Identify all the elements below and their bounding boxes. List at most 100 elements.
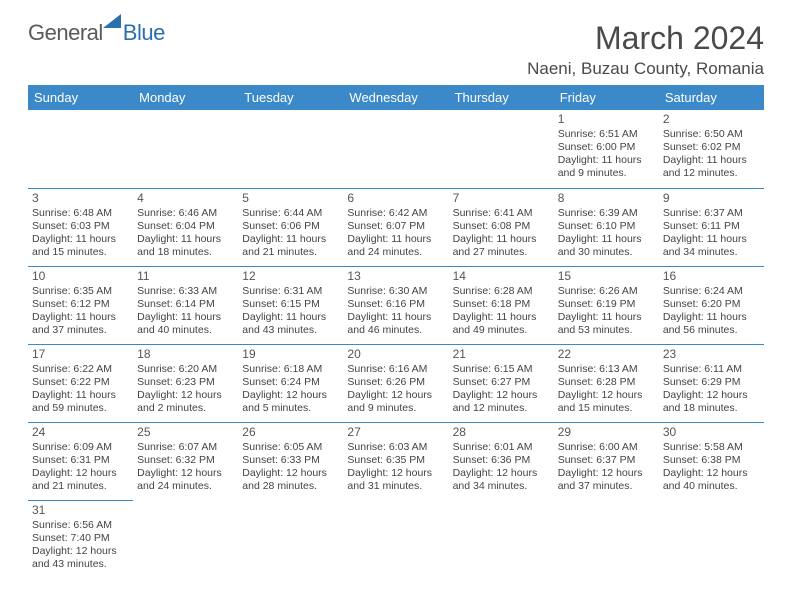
calendar-cell: 28Sunrise: 6:01 AMSunset: 6:36 PMDayligh… — [449, 422, 554, 500]
daylight-text: Daylight: 11 hours and 46 minutes. — [347, 311, 444, 337]
sunrise-text: Sunrise: 6:00 AM — [558, 441, 655, 454]
sunset-text: Sunset: 6:03 PM — [32, 220, 129, 233]
sunset-text: Sunset: 6:32 PM — [137, 454, 234, 467]
day-number: 17 — [32, 347, 129, 362]
calendar-cell: 15Sunrise: 6:26 AMSunset: 6:19 PMDayligh… — [554, 266, 659, 344]
daylight-text: Daylight: 11 hours and 43 minutes. — [242, 311, 339, 337]
daylight-text: Daylight: 12 hours and 2 minutes. — [137, 389, 234, 415]
calendar-cell: 5Sunrise: 6:44 AMSunset: 6:06 PMDaylight… — [238, 188, 343, 266]
calendar-cell: 1Sunrise: 6:51 AMSunset: 6:00 PMDaylight… — [554, 110, 659, 188]
logo: General Blue — [28, 20, 165, 46]
calendar-week-row: 3Sunrise: 6:48 AMSunset: 6:03 PMDaylight… — [28, 188, 764, 266]
sunset-text: Sunset: 6:23 PM — [137, 376, 234, 389]
calendar-body: 1Sunrise: 6:51 AMSunset: 6:00 PMDaylight… — [28, 110, 764, 578]
day-number: 12 — [242, 269, 339, 284]
day-header: Saturday — [659, 85, 764, 110]
calendar-cell — [28, 110, 133, 188]
day-header: Tuesday — [238, 85, 343, 110]
sunset-text: Sunset: 6:33 PM — [242, 454, 339, 467]
sunrise-text: Sunrise: 6:26 AM — [558, 285, 655, 298]
day-number: 21 — [453, 347, 550, 362]
daylight-text: Daylight: 11 hours and 9 minutes. — [558, 154, 655, 180]
day-number: 31 — [32, 503, 129, 518]
day-number: 22 — [558, 347, 655, 362]
calendar-cell: 6Sunrise: 6:42 AMSunset: 6:07 PMDaylight… — [343, 188, 448, 266]
day-number: 13 — [347, 269, 444, 284]
calendar-cell — [449, 110, 554, 188]
calendar-cell: 23Sunrise: 6:11 AMSunset: 6:29 PMDayligh… — [659, 344, 764, 422]
day-header-row: Sunday Monday Tuesday Wednesday Thursday… — [28, 85, 764, 110]
day-number: 29 — [558, 425, 655, 440]
daylight-text: Daylight: 12 hours and 34 minutes. — [453, 467, 550, 493]
daylight-text: Daylight: 11 hours and 18 minutes. — [137, 233, 234, 259]
day-number: 19 — [242, 347, 339, 362]
calendar-cell: 13Sunrise: 6:30 AMSunset: 6:16 PMDayligh… — [343, 266, 448, 344]
calendar-cell: 18Sunrise: 6:20 AMSunset: 6:23 PMDayligh… — [133, 344, 238, 422]
sunset-text: Sunset: 6:11 PM — [663, 220, 760, 233]
daylight-text: Daylight: 12 hours and 43 minutes. — [32, 545, 129, 571]
sunrise-text: Sunrise: 6:48 AM — [32, 207, 129, 220]
sunset-text: Sunset: 6:29 PM — [663, 376, 760, 389]
daylight-text: Daylight: 11 hours and 27 minutes. — [453, 233, 550, 259]
sunset-text: Sunset: 6:24 PM — [242, 376, 339, 389]
calendar-cell: 7Sunrise: 6:41 AMSunset: 6:08 PMDaylight… — [449, 188, 554, 266]
sunrise-text: Sunrise: 6:46 AM — [137, 207, 234, 220]
sunset-text: Sunset: 6:08 PM — [453, 220, 550, 233]
sunrise-text: Sunrise: 6:11 AM — [663, 363, 760, 376]
calendar-cell: 12Sunrise: 6:31 AMSunset: 6:15 PMDayligh… — [238, 266, 343, 344]
sunset-text: Sunset: 6:00 PM — [558, 141, 655, 154]
logo-triangle-icon — [103, 14, 121, 28]
sunrise-text: Sunrise: 6:37 AM — [663, 207, 760, 220]
daylight-text: Daylight: 12 hours and 28 minutes. — [242, 467, 339, 493]
calendar-cell: 16Sunrise: 6:24 AMSunset: 6:20 PMDayligh… — [659, 266, 764, 344]
sunset-text: Sunset: 6:31 PM — [32, 454, 129, 467]
daylight-text: Daylight: 11 hours and 53 minutes. — [558, 311, 655, 337]
sunrise-text: Sunrise: 6:35 AM — [32, 285, 129, 298]
day-number: 6 — [347, 191, 444, 206]
calendar-cell — [554, 500, 659, 578]
page-header: General Blue March 2024 Naeni, Buzau Cou… — [28, 20, 764, 79]
sunrise-text: Sunrise: 6:24 AM — [663, 285, 760, 298]
sunrise-text: Sunrise: 6:03 AM — [347, 441, 444, 454]
day-number: 30 — [663, 425, 760, 440]
day-header: Thursday — [449, 85, 554, 110]
calendar-week-row: 31Sunrise: 6:56 AMSunset: 7:40 PMDayligh… — [28, 500, 764, 578]
calendar-cell — [343, 500, 448, 578]
day-number: 10 — [32, 269, 129, 284]
title-block: March 2024 Naeni, Buzau County, Romania — [527, 20, 764, 79]
calendar-cell — [238, 110, 343, 188]
calendar-table: Sunday Monday Tuesday Wednesday Thursday… — [28, 85, 764, 578]
calendar-cell — [133, 500, 238, 578]
day-header: Monday — [133, 85, 238, 110]
day-number: 25 — [137, 425, 234, 440]
sunrise-text: Sunrise: 6:31 AM — [242, 285, 339, 298]
sunrise-text: Sunrise: 6:42 AM — [347, 207, 444, 220]
sunset-text: Sunset: 6:35 PM — [347, 454, 444, 467]
calendar-cell: 9Sunrise: 6:37 AMSunset: 6:11 PMDaylight… — [659, 188, 764, 266]
calendar-cell: 25Sunrise: 6:07 AMSunset: 6:32 PMDayligh… — [133, 422, 238, 500]
day-number: 1 — [558, 112, 655, 127]
daylight-text: Daylight: 12 hours and 21 minutes. — [32, 467, 129, 493]
day-number: 23 — [663, 347, 760, 362]
sunrise-text: Sunrise: 6:01 AM — [453, 441, 550, 454]
sunrise-text: Sunrise: 6:20 AM — [137, 363, 234, 376]
sunrise-text: Sunrise: 6:44 AM — [242, 207, 339, 220]
sunrise-text: Sunrise: 6:16 AM — [347, 363, 444, 376]
calendar-cell — [659, 500, 764, 578]
day-number: 9 — [663, 191, 760, 206]
calendar-cell: 19Sunrise: 6:18 AMSunset: 6:24 PMDayligh… — [238, 344, 343, 422]
location-text: Naeni, Buzau County, Romania — [527, 59, 764, 79]
day-number: 27 — [347, 425, 444, 440]
sunrise-text: Sunrise: 6:28 AM — [453, 285, 550, 298]
daylight-text: Daylight: 12 hours and 18 minutes. — [663, 389, 760, 415]
sunrise-text: Sunrise: 6:30 AM — [347, 285, 444, 298]
calendar-cell: 31Sunrise: 6:56 AMSunset: 7:40 PMDayligh… — [28, 500, 133, 578]
sunset-text: Sunset: 6:04 PM — [137, 220, 234, 233]
daylight-text: Daylight: 12 hours and 40 minutes. — [663, 467, 760, 493]
sunset-text: Sunset: 6:07 PM — [347, 220, 444, 233]
sunset-text: Sunset: 6:38 PM — [663, 454, 760, 467]
calendar-cell: 10Sunrise: 6:35 AMSunset: 6:12 PMDayligh… — [28, 266, 133, 344]
sunset-text: Sunset: 6:14 PM — [137, 298, 234, 311]
sunrise-text: Sunrise: 6:56 AM — [32, 519, 129, 532]
day-number: 11 — [137, 269, 234, 284]
